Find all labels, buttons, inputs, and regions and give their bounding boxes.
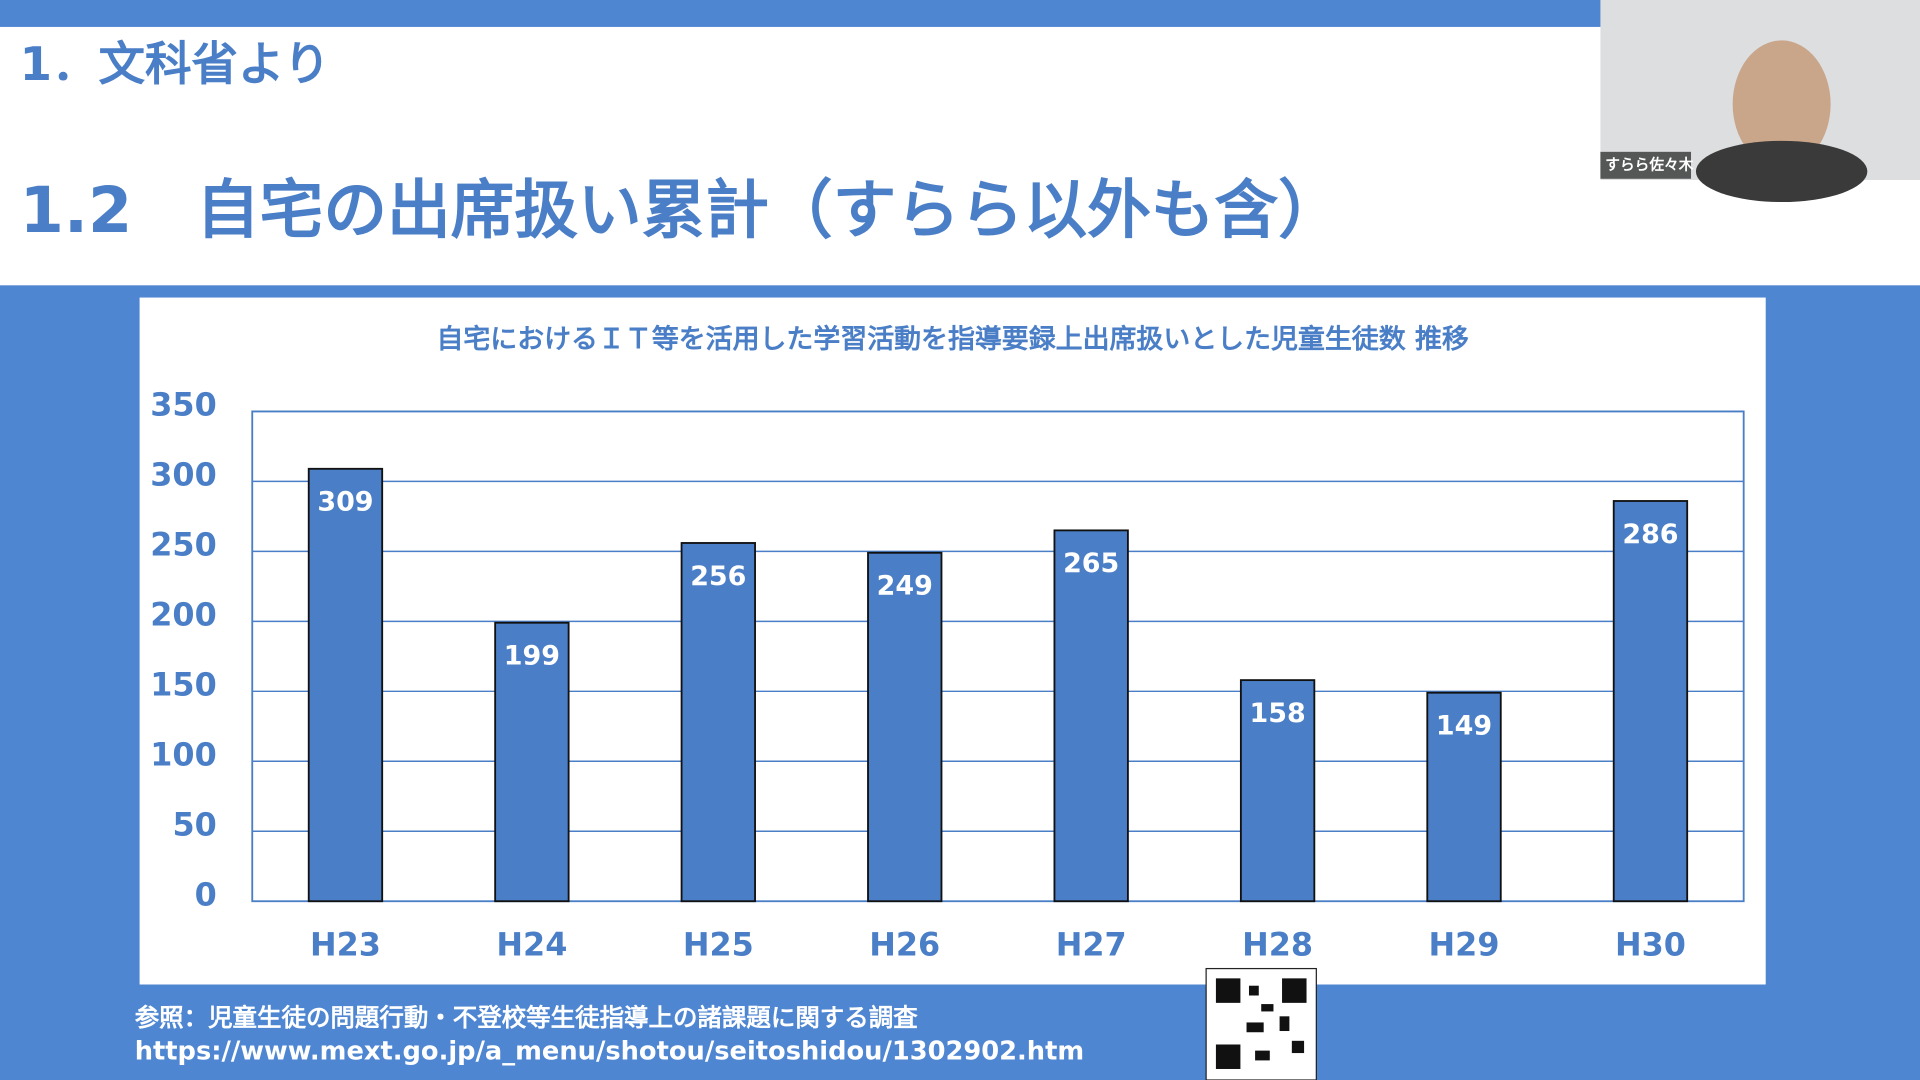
y-tick-label: 50	[172, 805, 216, 843]
reference-label: 参照：児童生徒の問題行動・不登校等生徒指導上の諸課題に関する調査	[135, 1003, 919, 1032]
x-tick-label: H26	[869, 926, 940, 964]
data-label: 265	[1063, 548, 1119, 579]
y-tick-label: 300	[150, 456, 216, 494]
x-tick-label: H28	[1242, 926, 1313, 964]
bar	[307, 467, 384, 903]
bar	[1239, 679, 1316, 903]
slide-title: 1.2 自宅の出席扱い累計（すらら以外も含）	[20, 174, 1342, 248]
data-label: 149	[1436, 710, 1492, 741]
plot: 0 50 100 150 200 250 300 350 H23 309 H24 199 H25 256 H…	[150, 386, 1745, 964]
bar	[867, 551, 943, 903]
name-tag	[1600, 151, 1692, 179]
y-tick-label: 350	[150, 386, 216, 424]
bar	[1612, 500, 1689, 903]
x-tick-label: H29	[1429, 926, 1500, 964]
y-tick-label: 150	[150, 665, 216, 703]
x-tick-label: H24	[496, 926, 567, 964]
qr-pattern	[1215, 978, 1307, 1069]
chart-panel	[139, 297, 1766, 985]
x-tick-label: H23	[310, 926, 381, 964]
data-label: 256	[690, 561, 746, 592]
bar	[494, 621, 570, 903]
data-label: 158	[1250, 698, 1306, 729]
data-label: 309	[317, 487, 373, 518]
y-tick-label: 250	[150, 525, 216, 563]
y-tick-label: 0	[195, 875, 217, 913]
y-tick-label: 200	[150, 595, 216, 633]
x-tick-label: H30	[1615, 926, 1686, 964]
header	[0, 26, 1920, 286]
y-tick-label: 100	[150, 735, 216, 773]
chart-title: 自宅におけるＩＴ等を活用した学習活動を指導要録上出席扱いとした児童生徒数 推移	[436, 323, 1468, 355]
reference-url: https://www.mext.go.jp/a_menu/shotou/sei…	[135, 1036, 1084, 1066]
x-tick-label: H27	[1056, 926, 1127, 964]
data-label: 249	[877, 571, 933, 602]
data-label: 286	[1622, 519, 1678, 550]
data-label: 199	[504, 641, 560, 672]
person	[1732, 40, 1831, 168]
x-tick-label: H25	[683, 926, 754, 964]
bar	[1053, 529, 1129, 903]
bar	[1426, 691, 1502, 903]
person-body	[1695, 140, 1868, 203]
participant-name: すらら佐々木	[1605, 155, 1693, 173]
bar	[680, 542, 756, 903]
section-title: 1．文科省より	[20, 37, 331, 91]
